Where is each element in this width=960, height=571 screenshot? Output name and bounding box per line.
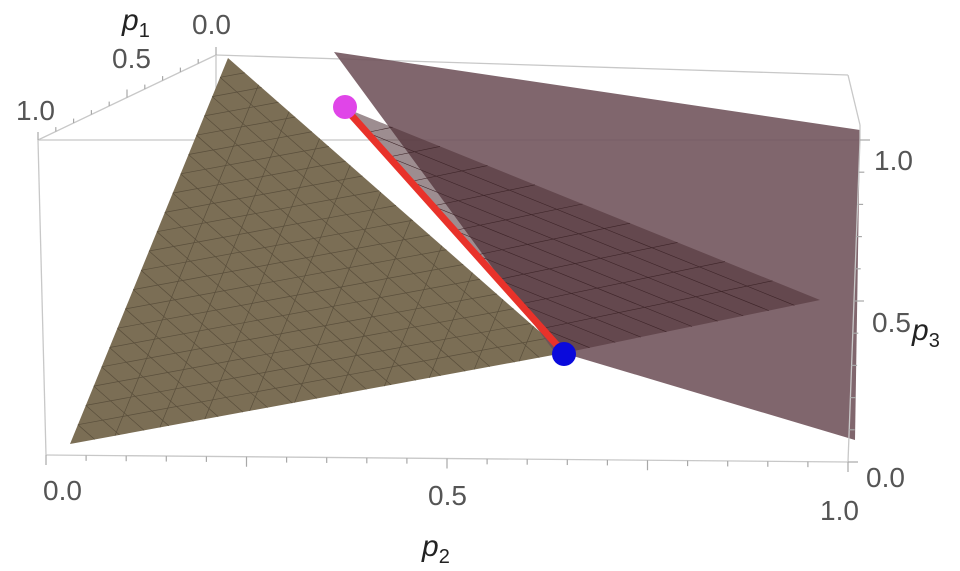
mesh-line [498,279,641,338]
mesh-line [101,293,497,368]
mesh-line [249,165,351,412]
mesh-line [188,154,441,377]
mesh-line [125,249,447,310]
vertical-plane [334,52,860,440]
mesh-line [204,138,320,420]
plane-shadow-region [345,108,820,353]
start-point-marker [333,95,357,119]
p3-tick-0: 0.0 [866,462,905,493]
mesh-line [294,191,382,403]
mesh-line [220,72,245,78]
solution-segment [341,104,568,357]
p3-axis-title: p3 [911,314,940,352]
mesh-line [93,385,145,431]
mesh-line [140,270,293,404]
mesh-line [384,245,443,387]
p2-tick-0: 0.0 [43,475,82,506]
p3-axis: 1.0 0.5 0.0 p3 [866,145,940,493]
mesh-line [520,261,726,305]
mesh-line [518,326,534,362]
mesh-line [172,192,392,386]
mesh-line [454,203,583,231]
mesh-line [109,278,481,348]
p1-tick-05: 0.5 [112,43,151,74]
p3-tick-05: 0.5 [872,307,911,338]
plane-shadow-mesh [366,126,795,348]
p1-axis-title: p1 [121,4,150,42]
p2-axis-title: p2 [421,530,450,568]
mesh-line [114,84,259,436]
end-point-marker [552,342,576,366]
simplex-mesh [77,72,548,440]
mesh-line [77,337,548,426]
p3-tick-1: 1.0 [874,145,913,176]
mesh-line [204,101,279,117]
mesh-line [473,299,504,370]
mesh-line [196,134,466,372]
p2-tick-1: 1.0 [820,495,859,526]
mesh-line [117,264,464,329]
mesh-line [188,131,313,155]
p1-axis: 0.0 0.5 1.0 p1 [16,4,231,126]
mesh-line [85,323,531,406]
mesh-line [542,280,773,329]
mesh-line [339,218,412,395]
mesh-line [219,77,540,358]
p2-axis: 0.0 0.5 1.0 p2 [43,475,859,568]
mesh-line [172,160,346,194]
mesh-line [410,181,744,317]
mesh-line [93,308,514,387]
mesh-line [388,156,769,311]
mesh-line [410,165,488,182]
mesh-line [454,230,693,327]
mesh-line [77,424,95,440]
p1-tick-1: 1.0 [16,95,55,126]
tick-marks [37,47,870,472]
mesh-line [366,126,393,133]
p2-tick-05: 0.5 [428,480,467,511]
mesh-line [211,96,515,363]
mesh-line [541,328,590,348]
mesh-line [498,242,678,280]
mesh-line [109,347,194,422]
mesh-line [366,132,795,306]
p1-tick-0: 0.0 [192,9,231,40]
mesh-line [156,190,380,233]
mesh-line [428,272,473,378]
mesh-line [204,115,491,367]
mesh-line [125,308,244,413]
simplex-surface [70,58,564,444]
simplex-surface-fill [70,58,564,444]
mesh-line [159,111,290,428]
mesh-line [180,173,417,381]
